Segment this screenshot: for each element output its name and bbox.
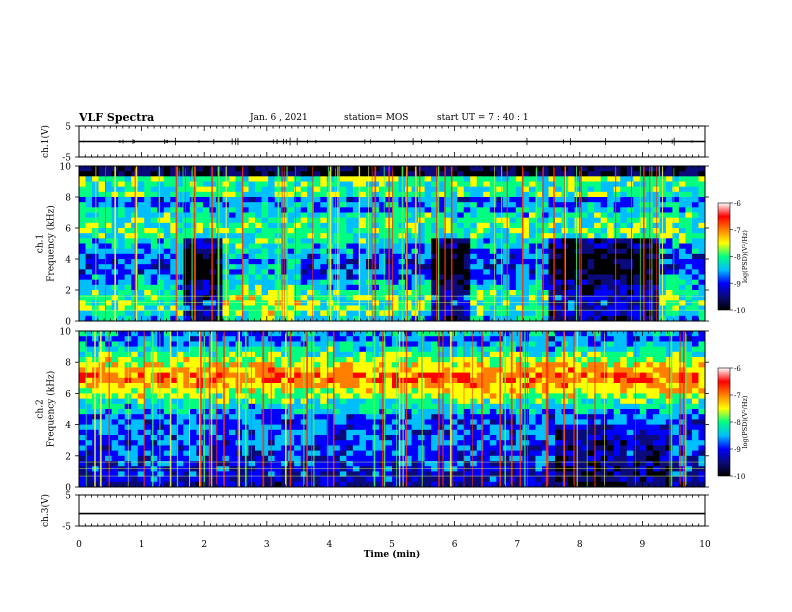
axes-ch2-spectrogram: 0 2 4 6 8 10 ch.2 Frequency (kHz) <box>36 328 709 494</box>
y-tick-label: 4 <box>65 256 71 266</box>
x-axis-label: Time (min) <box>364 549 421 560</box>
x-tick-label: 2 <box>201 540 207 550</box>
y-tick-label: 2 <box>65 452 71 462</box>
colorbar-tick-label: -7 <box>734 392 741 400</box>
y-tick-label: -5 <box>62 154 71 164</box>
axes-ch1-waveform: 5 -5 ch.1(V) <box>40 123 709 164</box>
x-tick-label: 10 <box>699 540 711 550</box>
x-tick-label: 1 <box>139 540 145 550</box>
colorbar-gradient <box>717 367 731 477</box>
chart-title: VLF Spectra <box>79 111 155 124</box>
station-label: station= MOS <box>344 113 409 123</box>
y-axis-label: Frequency (kHz) <box>46 205 57 282</box>
colorbar-tick-label: -9 <box>734 280 741 288</box>
y-axis-label: Frequency (kHz) <box>46 371 57 448</box>
date-label: Jan. 6 , 2021 <box>250 113 308 123</box>
y-axis-label: ch.2 <box>36 399 46 418</box>
colorbar-label: log(PSD)(V²/Hz) <box>741 395 749 448</box>
y-tick-label: 10 <box>60 163 72 173</box>
y-tick-label: 5 <box>65 492 71 502</box>
colorbar-tick-label: -8 <box>734 419 741 427</box>
x-tick-label: 6 <box>452 540 458 550</box>
colorbar-tick-label: -8 <box>734 254 741 262</box>
y-axis-label: ch.1 <box>36 234 46 253</box>
y-tick-label: 8 <box>65 359 71 369</box>
colorbar-gradient <box>717 202 731 311</box>
x-tick-label: 4 <box>327 540 333 550</box>
x-tick-label: 8 <box>577 540 583 550</box>
spectrogram-ch2-spectrogram <box>79 331 706 488</box>
y-axis-label: ch.1(V) <box>40 125 51 158</box>
x-tick-label: 0 <box>76 540 82 550</box>
x-tick-label: 5 <box>389 540 395 550</box>
colorbar-label: log(PSD)(V²/Hz) <box>741 230 749 283</box>
colorbar-ch1-spectrogram: -6 -7 -8 -9 -10 log(PSD)(V²/Hz) <box>717 200 749 315</box>
y-tick-label: 4 <box>65 421 71 431</box>
colorbar-tick-label: -10 <box>734 473 745 481</box>
y-tick-label: 5 <box>65 123 71 133</box>
colorbar-ch2-spectrogram: -6 -7 -8 -9 -10 log(PSD)(V²/Hz) <box>717 365 749 481</box>
x-tick-label: 9 <box>640 540 646 550</box>
y-tick-label: 6 <box>65 225 71 235</box>
colorbar-tick-label: -9 <box>734 446 741 454</box>
colorbar-tick-label: -6 <box>734 365 741 373</box>
colorbar-tick-label: -7 <box>734 227 741 235</box>
axes-ch1-spectrogram: 0 2 4 6 8 10 ch.1 Frequency (kHz) <box>36 163 709 328</box>
axes-ch3-waveform: 5 -5 ch.3(V) <box>40 492 709 533</box>
spectrogram-ch1-spectrogram <box>79 166 706 322</box>
x-tick-label: 3 <box>264 540 270 550</box>
colorbar-tick-label: -6 <box>734 200 741 208</box>
y-tick-label: 0 <box>65 484 71 494</box>
colorbar-tick-label: -10 <box>734 307 745 315</box>
y-tick-label: 10 <box>60 328 72 338</box>
waveform-ch1-waveform <box>79 137 705 146</box>
y-tick-label: 2 <box>65 287 71 297</box>
y-tick-label: 6 <box>65 390 71 400</box>
y-axis-label: ch.3(V) <box>40 494 51 527</box>
y-tick-label: 8 <box>65 194 71 204</box>
y-tick-label: 0 <box>65 318 71 328</box>
y-tick-label: -5 <box>62 523 71 533</box>
x-tick-label: 7 <box>514 540 520 550</box>
start-time-label: start UT = 7 : 40 : 1 <box>437 113 529 123</box>
